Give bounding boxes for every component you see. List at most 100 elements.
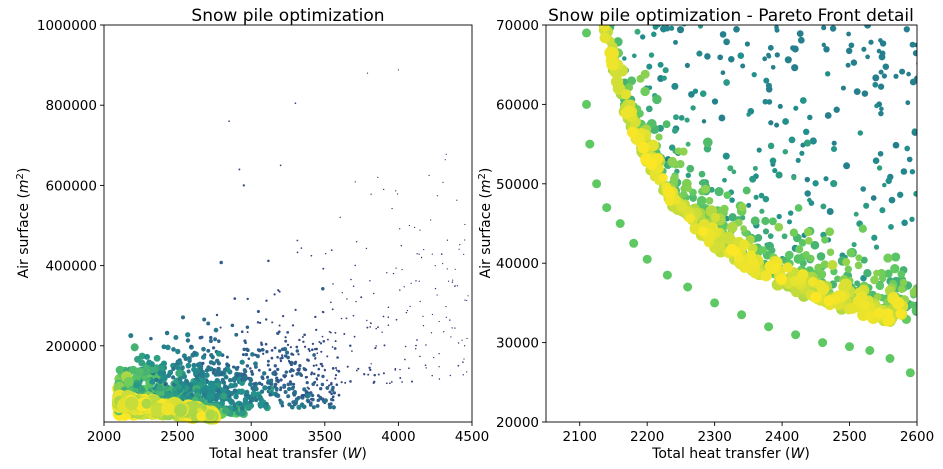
left-scatter-point: [438, 366, 440, 368]
left-scatter-point: [284, 339, 288, 343]
left-x-tick-label: 2000: [87, 429, 121, 445]
left-scatter-point: [467, 295, 469, 297]
left-scatter-point: [459, 243, 461, 246]
left-scatter-point: [186, 369, 191, 374]
right-scatter-point: [873, 307, 885, 319]
left-scatter-point: [395, 318, 398, 321]
left-y-tick-label: 1000000: [37, 18, 97, 34]
right-scatter-point: [855, 254, 863, 262]
left-scatter-point: [213, 327, 219, 333]
right-scatter-point: [598, 0, 607, 3]
left-scatter-point: [330, 392, 334, 396]
right-scatter-point: [913, 190, 917, 197]
right-scatter-point: [786, 219, 793, 225]
left-scatter-point: [242, 396, 249, 403]
left-scatter-point: [262, 352, 265, 355]
left-scatter-point: [352, 314, 355, 317]
right-scatter-point: [582, 28, 591, 38]
right-scatter-point: [799, 150, 805, 156]
left-scatter-point: [188, 382, 194, 388]
left-scatter-point: [334, 377, 337, 380]
right-scatter-point: [816, 252, 826, 261]
left-scatter-point: [404, 358, 406, 361]
left-scatter-point: [353, 335, 356, 338]
left-scatter-point: [446, 239, 449, 241]
left-scatter-point: [408, 367, 410, 370]
left-scatter-point: [207, 393, 214, 400]
right-scatter-point: [738, 202, 747, 212]
left-scatter-point: [316, 352, 319, 355]
left-scatter-point: [143, 353, 151, 360]
left-scatter-point: [365, 247, 368, 250]
right-scatter-point: [905, 368, 915, 378]
right-scatter-point: [762, 98, 769, 105]
right-scatter-point: [766, 52, 771, 58]
right-scatter-point: [912, 50, 917, 57]
left-scatter-point: [355, 241, 358, 243]
right-scatter-point: [772, 168, 778, 174]
right-scatter-point: [821, 42, 827, 48]
right-scatter-point: [860, 256, 868, 264]
left-scatter-point: [219, 260, 223, 265]
left-scatter-point: [288, 361, 292, 364]
right-scatter-point: [720, 70, 726, 76]
left-y-tick-label: 800000: [45, 98, 97, 114]
right-scatter-point: [799, 97, 807, 104]
left-scatter-point: [414, 347, 417, 350]
left-scatter-point: [171, 366, 176, 371]
right-scatter-point: [727, 165, 734, 172]
right-scatter-point: [808, 276, 818, 287]
right-x-axis-label: Total heat transfer (W): [651, 446, 810, 462]
left-scatter-point: [332, 283, 334, 285]
left-scatter-point: [452, 279, 454, 281]
left-scatter-point: [153, 354, 161, 362]
left-scatter-point: [381, 331, 383, 333]
left-scatter-point: [369, 279, 371, 282]
right-scatter-point: [767, 44, 774, 51]
right-scatter-point: [820, 203, 827, 210]
left-scatter-point: [300, 247, 303, 249]
right-scatter-point: [733, 25, 740, 33]
left-scatter-point: [451, 281, 454, 283]
left-scatter-point: [245, 404, 252, 411]
left-scatter-point: [335, 383, 339, 386]
right-scatter-point: [689, 194, 697, 202]
left-scatter-point: [287, 402, 292, 407]
left-scatter-point: [321, 335, 324, 338]
left-scatter-point: [370, 363, 372, 365]
left-scatter-point: [399, 377, 402, 379]
right-scatter-point: [873, 244, 880, 250]
left-scatter-point: [346, 365, 349, 368]
left-scatter-point: [276, 367, 280, 372]
right-scatter-point: [726, 243, 738, 256]
left-scatter-point: [189, 344, 193, 348]
left-scatter-point: [315, 328, 318, 332]
right-scatter-point: [620, 108, 631, 119]
right-scatter-point: [833, 106, 840, 113]
left-scatter-point: [286, 355, 290, 360]
left-scatter-point: [334, 331, 337, 334]
right-scatter-point: [769, 157, 777, 165]
left-scatter-point: [464, 299, 466, 301]
left-scatter-point: [387, 316, 390, 318]
left-scatter-point: [444, 159, 446, 161]
left-scatter-point: [337, 393, 341, 397]
left-scatter-point: [404, 345, 407, 348]
left-scatter-point: [298, 369, 301, 372]
right-scatter-point: [793, 105, 799, 111]
right-scatter-point: [768, 120, 774, 126]
right-scatter-point: [834, 275, 841, 283]
right-scatter-point: [606, 47, 619, 60]
right-scatter-point: [882, 308, 894, 319]
right-scatter-point: [663, 186, 676, 200]
left-scatter-point: [303, 345, 307, 348]
left-scatter-point: [130, 343, 139, 352]
left-scatter-point: [387, 324, 390, 326]
right-scatter-point: [750, 216, 760, 226]
left-scatter-point: [285, 350, 290, 355]
left-scatter-point: [431, 313, 434, 316]
right-scatter-point: [640, 34, 646, 40]
right-chart-title: Snow pile optimization - Pareto Front de…: [548, 6, 914, 26]
right-scatter-point: [676, 26, 685, 34]
left-scatter-point: [219, 372, 224, 377]
